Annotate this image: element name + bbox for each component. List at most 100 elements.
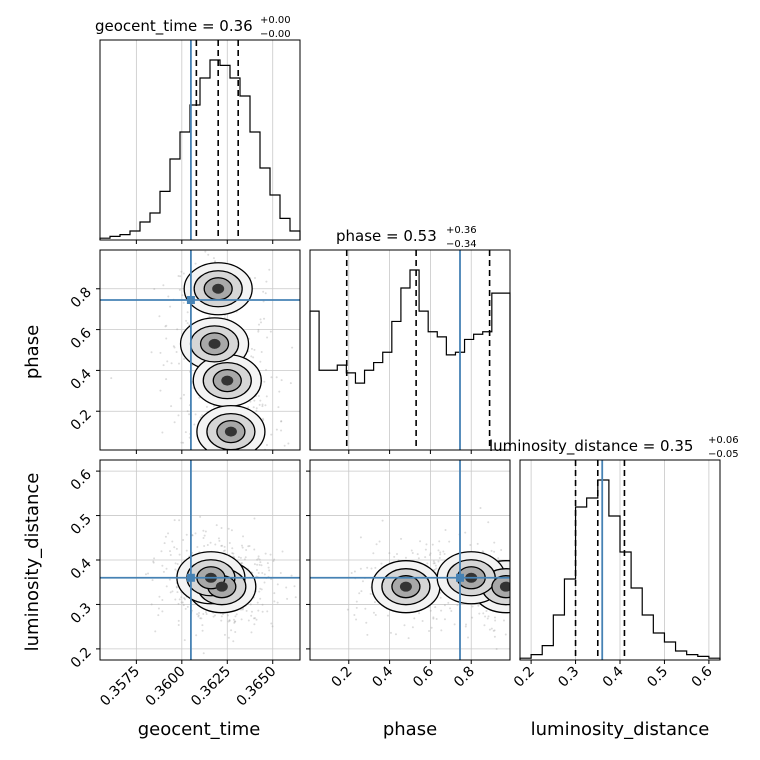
sample-point [290,574,293,577]
sample-point [167,295,170,298]
sample-point [206,543,209,546]
sample-point [165,324,168,327]
sample-point [177,619,180,622]
sample-point [197,615,200,618]
sample-point [516,575,518,577]
sample-point [180,270,183,273]
sample-point [257,395,260,398]
sample-point [167,532,170,535]
sample-point [511,574,513,576]
svg-text:−0.05: −0.05 [708,449,739,460]
sample-point [426,562,429,565]
sample-point [286,597,289,600]
sample-point [200,617,203,620]
sample-point [227,527,230,530]
sample-point [560,596,562,598]
sample-point [433,568,436,571]
sample-point [258,563,261,566]
sample-point [257,330,260,333]
sample-point [157,614,160,617]
sample-point [407,637,410,640]
sample-point [164,325,167,328]
sample-point [276,583,279,586]
sample-point [432,616,435,619]
sample-point [221,613,224,616]
sample-point [512,591,514,593]
sample-point [532,591,534,593]
sample-point [449,607,452,610]
sample-point [411,551,414,554]
sample-point [188,413,191,416]
hist-luminosity_distance-tick-label: 0.3 [555,664,582,691]
sample-point [183,597,186,600]
sample-point [182,272,185,275]
sample-point [529,574,531,576]
density-content [110,250,294,450]
sample-point [202,612,205,615]
sample-point [223,633,226,636]
sample-point [424,548,427,551]
sample-point [540,573,542,575]
sample-point [264,404,267,407]
sample-point [186,410,189,413]
sample-point [269,330,272,333]
sample-point [532,536,534,538]
sample-point [483,624,486,627]
sample-point [497,557,500,560]
sample-point [228,619,231,622]
sample-point [273,600,276,603]
sample-point [366,633,369,636]
sample-point [516,585,518,587]
density-luminosity_distance-tick-label: 0.2 [68,644,95,671]
sample-point [258,558,261,561]
sample-point [178,598,181,601]
sample-point [514,634,516,636]
sample-point [437,549,440,552]
panel-frame [519,459,721,661]
hist-steps-luminosity_distance [519,479,721,660]
sample-point [194,413,197,416]
sample-point [173,421,176,424]
sample-point [355,618,358,621]
contour-level [399,581,412,592]
sample-point [403,624,406,627]
contour-level [212,283,225,294]
sample-point [186,605,189,608]
sample-point [370,567,373,570]
sample-point [253,623,256,626]
sample-point [194,262,197,265]
density-luminosity_distance-tick-label: 0.4 [68,555,95,582]
sample-point [516,607,518,609]
sample-point [263,581,266,584]
sample-point [265,443,268,446]
panel-frame [99,39,301,241]
sample-point [533,579,535,581]
sample-point [151,579,154,582]
sample-point [358,592,361,595]
sample-point [536,554,538,556]
sample-point [533,593,535,595]
sample-point [158,315,161,318]
svg-text:−0.00: −0.00 [260,29,291,40]
sample-point [174,568,177,571]
sample-point [269,553,272,556]
sample-point [478,612,481,615]
sample-point [169,591,172,594]
sample-point [533,624,535,626]
sample-point [212,257,215,260]
density-geocent_time-tick-label: 0.3600 [143,664,189,710]
sample-point [525,577,527,579]
sample-point [512,571,514,573]
panel-frame [309,249,511,451]
sample-point [430,626,433,629]
sample-point [178,288,181,291]
sample-point [177,274,180,277]
sample-point [443,604,446,607]
sample-point [265,368,268,371]
sample-point [173,546,176,549]
sample-point [413,617,416,620]
sample-point [257,557,260,560]
sample-point [428,630,431,633]
sample-point [262,300,265,303]
sample-point [438,540,441,543]
